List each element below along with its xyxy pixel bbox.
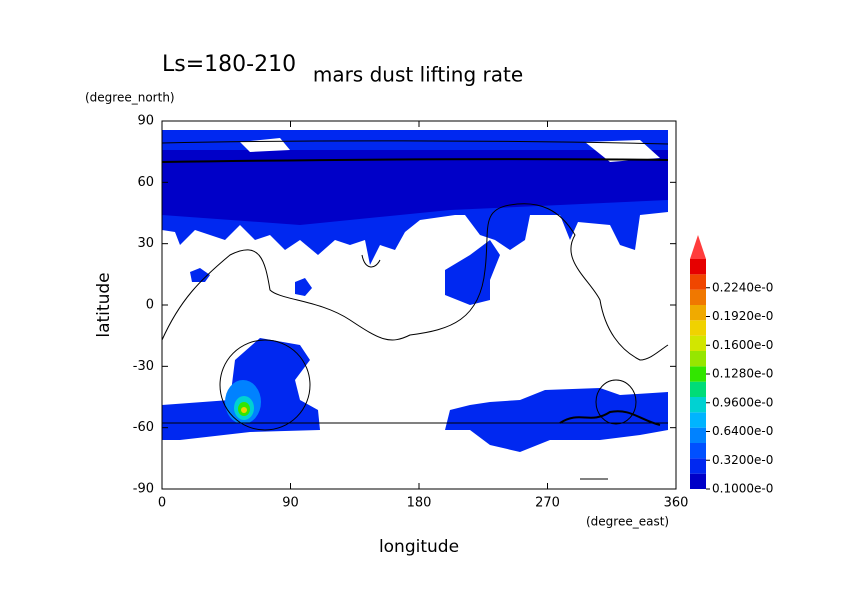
colorbar-box [690, 305, 706, 321]
colorbar-label: 0.1600e-0 [712, 338, 773, 352]
colorbar-box [690, 274, 706, 290]
x-tick-label: 360 [664, 496, 689, 511]
y-tick-label: -90 [133, 482, 154, 497]
colorbar-arrow [690, 235, 706, 259]
y-tick-label: -60 [133, 420, 154, 435]
chart-subtitle: Ls=180-210 [162, 52, 296, 77]
dust-region [445, 388, 668, 452]
colorbar-label: 0.3200e-0 [712, 453, 773, 467]
colorbar-box [690, 259, 706, 275]
contour [361, 254, 381, 268]
colorbar-box [690, 366, 706, 382]
chart-title: mars dust lifting rate [313, 63, 523, 87]
field [162, 130, 668, 452]
contours [161, 140, 669, 480]
x-axis-title: longitude [379, 537, 459, 557]
y-tick-label: 30 [137, 236, 154, 251]
colorbar-label: 0.6400e-0 [712, 424, 773, 438]
x-tick-label: 180 [407, 496, 432, 511]
dust-region [295, 278, 312, 296]
x-tick-label: 270 [535, 496, 560, 511]
colorbar-label: 0.1920e-0 [712, 309, 773, 323]
dust-region [445, 240, 500, 305]
contour [219, 339, 311, 431]
colorbar-box [690, 458, 706, 474]
colorbar-label: 0.1280e-0 [712, 367, 773, 381]
colorbar-box [690, 397, 706, 413]
contour [161, 140, 669, 145]
clear-patch [585, 140, 660, 162]
y-tick-label: -30 [133, 359, 154, 374]
colorbar-box [690, 412, 706, 428]
y-unit: (degree_north) [85, 91, 175, 105]
contour [595, 379, 637, 425]
dust-region [190, 268, 210, 282]
contour [161, 158, 669, 163]
dust-region [162, 150, 668, 225]
colorbar-label: 0.2240e-0 [712, 280, 773, 294]
colorbar-label: 0.1000e-0 [712, 482, 773, 496]
dust-hotspot [241, 407, 247, 413]
x-tick-label: 0 [158, 496, 166, 511]
y-tick-label: 60 [137, 175, 154, 190]
y-axis-title: latitude [94, 272, 114, 337]
colorbar-box [690, 351, 706, 367]
contour [161, 203, 669, 361]
colorbar-box [690, 289, 706, 305]
colorbar-box [690, 381, 706, 397]
colorbar-box [690, 427, 706, 443]
y-tick-label: 0 [146, 298, 154, 313]
y-tick-label: 90 [137, 114, 154, 129]
x-tick-label: 90 [282, 496, 299, 511]
colorbar-box [690, 443, 706, 459]
colorbar-box [690, 473, 706, 489]
x-unit: (degree_east) [586, 515, 669, 529]
contour [559, 410, 661, 426]
colorbar-box [690, 320, 706, 336]
colorbar-label: 0.9600e-0 [712, 395, 773, 409]
colorbar-box [690, 335, 706, 351]
